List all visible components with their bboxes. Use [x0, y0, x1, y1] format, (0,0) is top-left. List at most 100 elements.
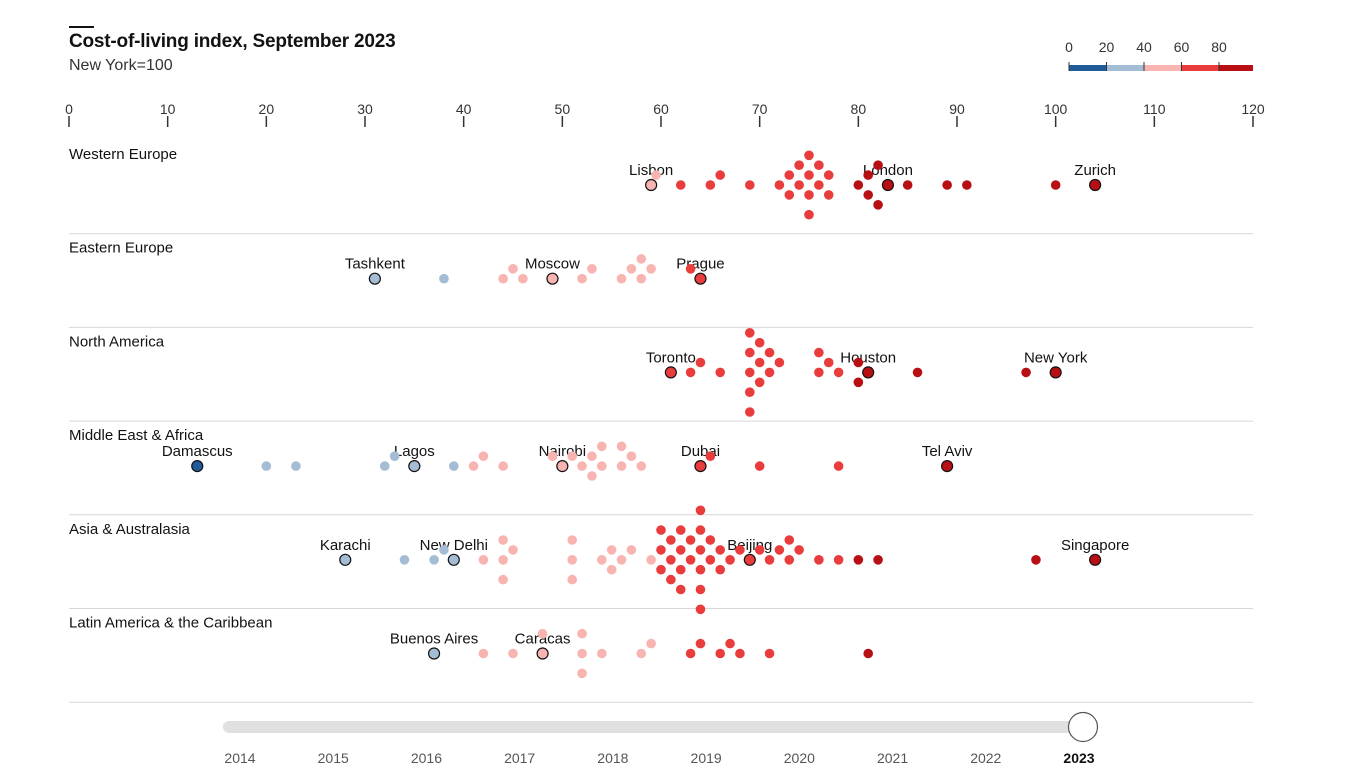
year-label[interactable]: 2016	[411, 750, 442, 766]
slider-handle[interactable]	[1067, 711, 1099, 743]
labeled-city-dot[interactable]	[743, 553, 756, 566]
city-dot[interactable]	[666, 535, 676, 545]
year-label[interactable]: 2017	[504, 750, 535, 766]
labeled-city-dot[interactable]	[546, 272, 559, 285]
city-dot[interactable]	[508, 545, 518, 555]
city-dot[interactable]	[833, 555, 844, 565]
city-dot[interactable]	[725, 638, 735, 649]
year-label[interactable]: 2015	[318, 750, 349, 766]
city-dot[interactable]	[567, 574, 577, 585]
city-dot[interactable]	[774, 545, 785, 555]
city-dot[interactable]	[675, 584, 686, 595]
city-dot[interactable]	[261, 461, 272, 471]
city-dot[interactable]	[567, 451, 577, 462]
city-dot[interactable]	[745, 367, 755, 378]
city-dot[interactable]	[478, 451, 489, 462]
city-dot[interactable]	[745, 180, 755, 190]
labeled-city-dot[interactable]	[664, 366, 677, 379]
city-dot[interactable]	[695, 545, 706, 555]
city-dot[interactable]	[863, 170, 873, 180]
city-dot[interactable]	[814, 180, 824, 190]
city-dot[interactable]	[646, 638, 656, 649]
city-dot[interactable]	[478, 555, 489, 565]
city-dot[interactable]	[478, 648, 489, 659]
labeled-city-dot[interactable]	[339, 553, 352, 566]
labeled-city-dot[interactable]	[941, 460, 954, 473]
city-dot[interactable]	[784, 535, 795, 545]
city-dot[interactable]	[626, 451, 637, 462]
city-dot[interactable]	[705, 451, 716, 462]
year-label[interactable]: 2018	[597, 750, 628, 766]
city-dot[interactable]	[764, 648, 775, 659]
city-dot[interactable]	[754, 545, 765, 555]
labeled-city-dot[interactable]	[447, 553, 460, 566]
city-dot[interactable]	[587, 451, 597, 462]
city-dot[interactable]	[646, 264, 656, 274]
labeled-city-dot[interactable]	[1049, 366, 1062, 379]
year-label[interactable]: 2020	[784, 750, 815, 766]
city-dot[interactable]	[833, 461, 844, 471]
city-dot[interactable]	[705, 555, 716, 565]
city-dot[interactable]	[675, 545, 686, 555]
city-dot[interactable]	[863, 190, 873, 200]
city-dot[interactable]	[498, 535, 508, 545]
city-dot[interactable]	[754, 377, 765, 388]
city-dot[interactable]	[567, 555, 577, 565]
year-label[interactable]: 2019	[691, 750, 722, 766]
city-dot[interactable]	[764, 367, 775, 378]
city-dot[interactable]	[675, 564, 686, 575]
labeled-city-dot[interactable]	[191, 460, 204, 473]
city-dot[interactable]	[656, 564, 666, 575]
city-dot[interactable]	[685, 555, 696, 565]
city-dot[interactable]	[823, 190, 834, 200]
city-dot[interactable]	[774, 180, 785, 190]
city-dot[interactable]	[745, 328, 755, 338]
city-dot[interactable]	[853, 180, 864, 190]
city-dot[interactable]	[567, 535, 577, 545]
city-dot[interactable]	[449, 461, 459, 471]
labeled-city-dot[interactable]	[408, 460, 421, 473]
labeled-city-dot[interactable]	[694, 272, 707, 285]
city-dot[interactable]	[873, 160, 883, 170]
city-dot[interactable]	[705, 180, 716, 190]
city-dot[interactable]	[606, 545, 617, 555]
city-dot[interactable]	[577, 648, 587, 659]
city-dot[interactable]	[695, 357, 706, 368]
city-dot[interactable]	[597, 648, 607, 659]
city-dot[interactable]	[587, 264, 597, 274]
labeled-city-dot[interactable]	[1089, 178, 1102, 192]
city-dot[interactable]	[616, 441, 627, 452]
city-dot[interactable]	[577, 461, 587, 471]
city-dot[interactable]	[833, 367, 844, 378]
city-dot[interactable]	[666, 555, 676, 565]
city-dot[interactable]	[537, 628, 548, 639]
labeled-city-dot[interactable]	[881, 178, 895, 192]
city-dot[interactable]	[863, 648, 873, 659]
city-dot[interactable]	[823, 170, 834, 180]
city-dot[interactable]	[754, 357, 765, 368]
city-dot[interactable]	[498, 574, 508, 585]
city-dot[interactable]	[577, 628, 587, 639]
city-dot[interactable]	[695, 505, 706, 516]
year-label[interactable]: 2021	[877, 750, 908, 766]
city-dot[interactable]	[715, 545, 725, 555]
city-dot[interactable]	[823, 357, 834, 368]
city-dot[interactable]	[379, 461, 390, 471]
city-dot[interactable]	[695, 604, 706, 615]
city-dot[interactable]	[685, 648, 696, 659]
city-dot[interactable]	[695, 584, 706, 595]
city-dot[interactable]	[754, 461, 765, 471]
city-dot[interactable]	[508, 648, 518, 659]
city-dot[interactable]	[389, 451, 400, 462]
city-dot[interactable]	[439, 273, 449, 284]
slider-track[interactable]	[223, 721, 1083, 733]
city-dot[interactable]	[429, 555, 439, 565]
city-dot[interactable]	[636, 648, 647, 659]
city-dot[interactable]	[498, 273, 508, 284]
city-dot[interactable]	[764, 347, 775, 358]
city-dot[interactable]	[705, 535, 716, 545]
city-dot[interactable]	[754, 337, 765, 348]
city-dot[interactable]	[577, 273, 587, 284]
labeled-city-dot[interactable]	[645, 178, 658, 192]
city-dot[interactable]	[597, 441, 607, 452]
